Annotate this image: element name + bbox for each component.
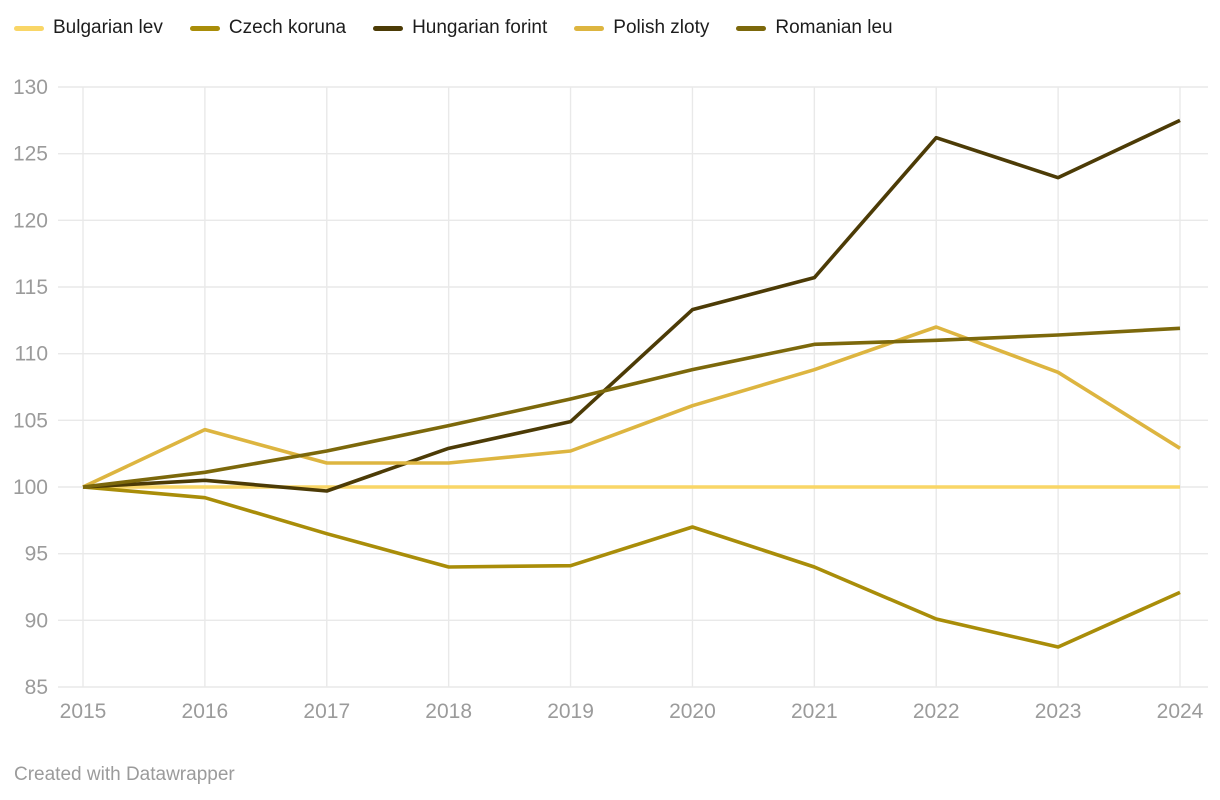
legend-label-romanian-leu: Romanian leu [775, 17, 893, 38]
series-line-romanian-leu [82, 326, 1181, 489]
y-tick-label-115: 115 [15, 276, 48, 299]
y-tick-label-85: 85 [25, 676, 48, 699]
y-tick-label-100: 100 [13, 476, 48, 499]
legend-swatch-romanian-leu [736, 25, 767, 31]
x-tick-label-2020: 2020 [669, 700, 716, 723]
series-line-czech-koruna [82, 485, 1181, 649]
series-line-polish-zloty [82, 325, 1181, 489]
x-tick-label-2015: 2015 [60, 700, 107, 723]
legend-swatch-czech-koruna [189, 25, 220, 31]
x-tick-label-2019: 2019 [547, 700, 594, 723]
legend-swatch-hungarian-forint [373, 25, 404, 31]
series-line-hungarian-forint [82, 118, 1181, 493]
y-tick-label-130: 130 [13, 76, 48, 99]
y-tick-label-120: 120 [13, 209, 48, 232]
y-tick-label-125: 125 [13, 143, 48, 166]
x-tick-label-2021: 2021 [791, 700, 838, 723]
x-tick-label-2024: 2024 [1157, 700, 1204, 723]
legend-label-polish-zloty: Polish zloty [613, 17, 710, 38]
x-tick-label-2022: 2022 [913, 700, 960, 723]
legend-item-bulgarian-lev: Bulgarian lev [14, 17, 163, 39]
legend-label-bulgarian-lev: Bulgarian lev [53, 17, 163, 38]
legend-item-czech-koruna: Czech koruna [189, 17, 347, 39]
x-tick-label-2018: 2018 [425, 700, 472, 723]
x-tick-label-2023: 2023 [1035, 700, 1082, 723]
chart-legend: Bulgarian lev Czech koruna Hungarian forin… [14, 17, 893, 39]
y-tick-label-95: 95 [25, 543, 48, 566]
legend-item-polish-zloty: Polish zloty [574, 17, 709, 39]
legend-swatch-bulgarian-lev [14, 25, 44, 31]
x-tick-label-2017: 2017 [303, 700, 350, 723]
y-tick-label-90: 90 [25, 609, 48, 632]
y-tick-label-105: 105 [13, 409, 48, 432]
legend-label-hungarian-forint: Hungarian forint [412, 17, 548, 38]
legend-swatch-polish-zloty [574, 25, 605, 31]
legend-item-romanian-leu: Romanian leu [736, 17, 893, 39]
datawrapper-credit-link[interactable]: Created with Datawrapper [14, 764, 235, 785]
x-tick-label-2016: 2016 [182, 700, 229, 723]
y-tick-label-110: 110 [15, 343, 48, 366]
legend-item-hungarian-forint: Hungarian forint [373, 17, 547, 39]
legend-label-czech-koruna: Czech koruna [228, 17, 347, 38]
